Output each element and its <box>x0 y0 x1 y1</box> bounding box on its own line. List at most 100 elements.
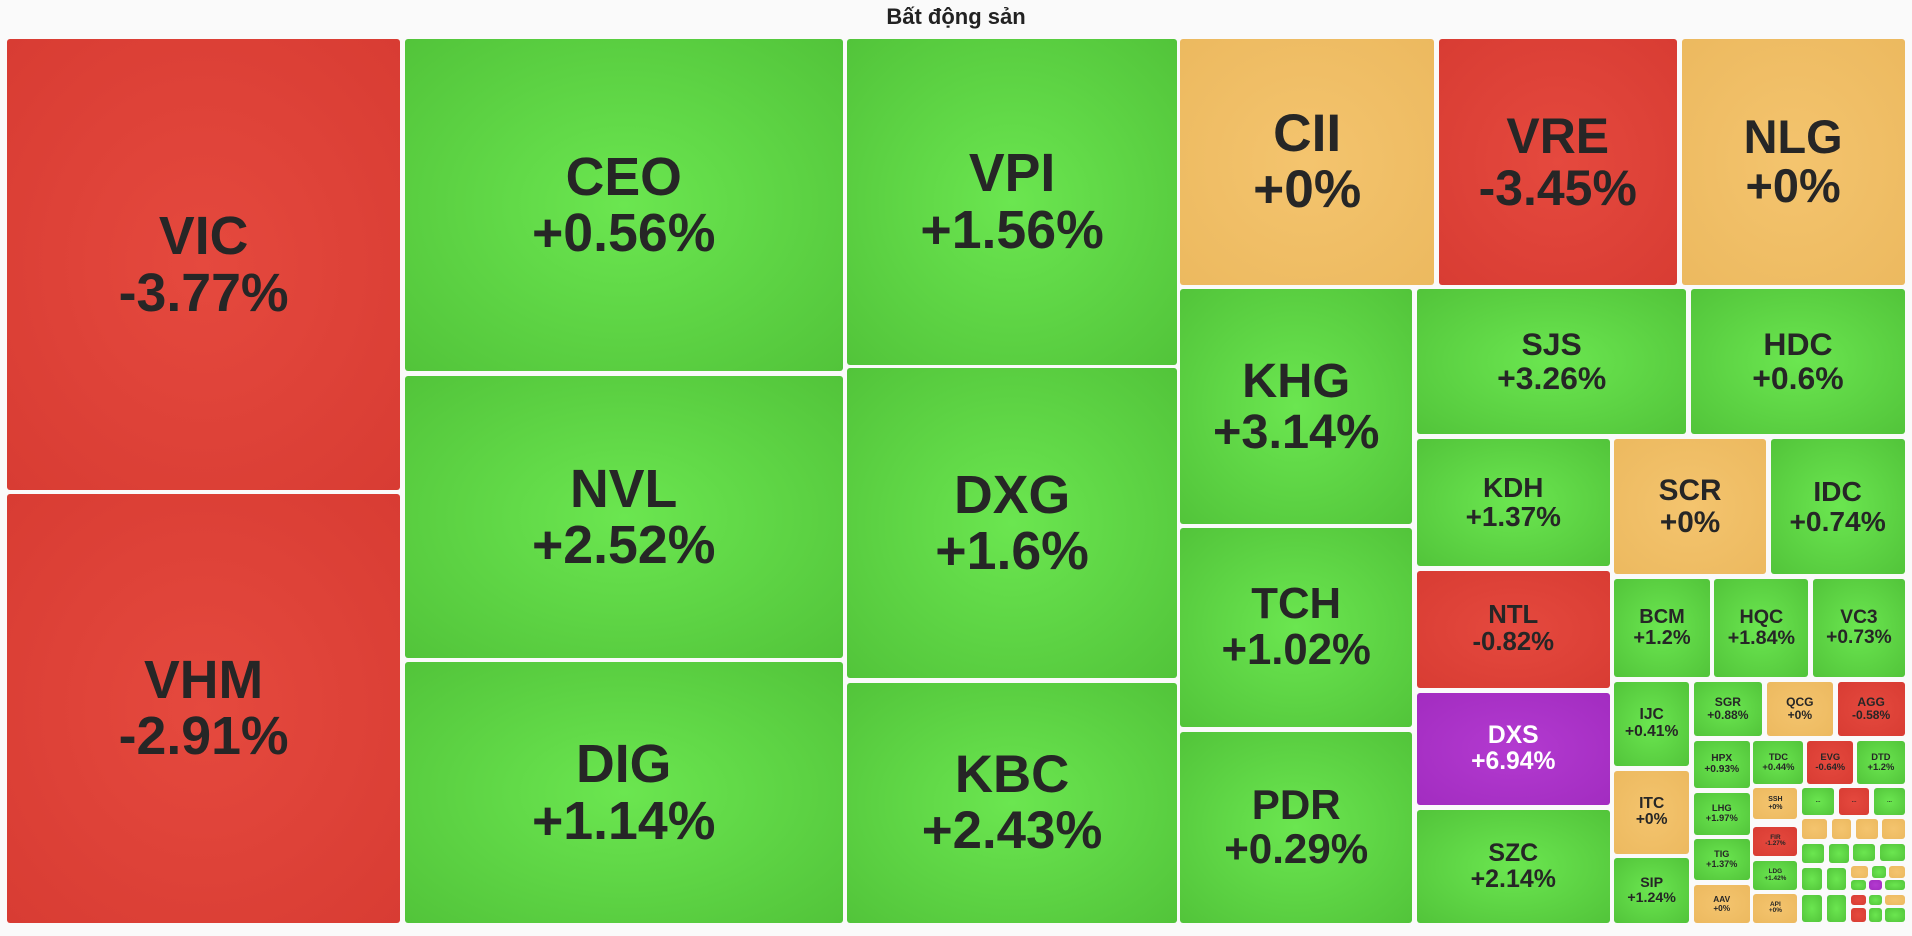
tile[interactable]: DXG +1.6% <box>847 368 1177 678</box>
tile[interactable]: HQC +1.84% <box>1714 579 1809 677</box>
change: +0% <box>1713 903 1731 914</box>
tile[interactable]: DTD +1.2% <box>1857 741 1905 785</box>
tile[interactable]: DXS +6.94% <box>1416 692 1610 805</box>
small-tile[interactable] <box>1802 895 1822 922</box>
small-tile[interactable] <box>1881 819 1905 839</box>
tile[interactable]: DIG +1.14% <box>404 662 843 924</box>
change: -3.45% <box>1478 160 1637 217</box>
small-tile[interactable] <box>1869 880 1882 891</box>
small-tile[interactable] <box>1871 865 1887 878</box>
tile[interactable]: VRE -3.45% <box>1438 39 1677 286</box>
ticker: DXS <box>1487 721 1539 749</box>
ticker: ... <box>1886 798 1892 805</box>
change: -0.64% <box>1815 761 1846 772</box>
ticker: FIR <box>1770 833 1781 841</box>
change: +2.52% <box>531 515 716 575</box>
change: -2.91% <box>118 706 289 767</box>
tile[interactable]: FIR -1.27% <box>1753 826 1798 856</box>
tile[interactable]: AGG -0.58% <box>1837 681 1905 737</box>
tile[interactable]: CII +0% <box>1180 39 1434 286</box>
small-tile[interactable] <box>1826 895 1847 922</box>
tile[interactable]: CEO +0.56% <box>404 39 843 371</box>
tile[interactable]: SCR +0% <box>1614 438 1766 575</box>
change: +1.42% <box>1764 874 1787 882</box>
tile[interactable]: HPX +0.93% <box>1693 741 1750 788</box>
tile[interactable]: QCG +0% <box>1766 681 1833 737</box>
small-tile[interactable] <box>1851 908 1866 922</box>
ticker: HPX <box>1711 752 1733 764</box>
tile[interactable]: NLG +0% <box>1681 39 1905 286</box>
small-tile[interactable] <box>1869 895 1882 905</box>
tile[interactable]: SIP +1.24% <box>1614 858 1689 924</box>
tile[interactable]: SSH +0% <box>1753 787 1798 820</box>
small-tile[interactable] <box>1851 880 1866 891</box>
ticker: VPI <box>968 143 1056 204</box>
ticker: HDC <box>1763 326 1833 363</box>
tile[interactable]: SGR +0.88% <box>1693 681 1762 737</box>
tile[interactable]: SZC +2.14% <box>1416 809 1610 924</box>
tile[interactable]: NVL +2.52% <box>404 375 843 659</box>
tile[interactable]: IDC +0.74% <box>1770 438 1905 575</box>
ticker: SIP <box>1640 874 1664 891</box>
ticker: SJS <box>1521 326 1582 363</box>
change: +1.84% <box>1727 626 1796 649</box>
tile[interactable]: HDC +0.6% <box>1691 288 1905 435</box>
small-tile[interactable] <box>1802 868 1822 891</box>
ticker: CEO <box>565 146 682 207</box>
small-tile[interactable] <box>1802 843 1825 864</box>
small-tile[interactable] <box>1831 819 1852 839</box>
change: -0.82% <box>1472 628 1555 657</box>
tile[interactable]: VC3 +0.73% <box>1813 579 1905 677</box>
small-tile[interactable] <box>1826 868 1847 891</box>
tile[interactable]: KHG +3.14% <box>1180 288 1413 525</box>
small-tile[interactable] <box>1885 880 1905 891</box>
change: +6.94% <box>1471 747 1556 775</box>
tile[interactable]: NTL -0.82% <box>1416 570 1610 688</box>
small-tile[interactable] <box>1851 895 1866 905</box>
tile[interactable]: SJS +3.26% <box>1416 288 1687 435</box>
tile[interactable]: KDH +1.37% <box>1416 438 1610 566</box>
small-tile[interactable] <box>1802 819 1827 839</box>
tile[interactable]: LHG +1.97% <box>1693 792 1750 836</box>
small-tile[interactable] <box>1869 908 1882 922</box>
tile[interactable]: TDC +0.44% <box>1753 741 1804 785</box>
small-tile[interactable] <box>1829 843 1849 864</box>
tile[interactable]: VIC -3.77% <box>7 39 400 491</box>
tile[interactable]: ... <box>1802 787 1834 815</box>
ticker: KHG <box>1242 353 1351 408</box>
tile[interactable]: ... <box>1838 787 1870 815</box>
tile[interactable]: TIG +1.37% <box>1693 838 1750 881</box>
small-tile[interactable] <box>1880 843 1905 861</box>
tile[interactable]: LDG +1.42% <box>1753 860 1798 891</box>
change: +0.41% <box>1624 722 1679 740</box>
tile[interactable]: BCM +1.2% <box>1614 579 1710 677</box>
tile[interactable]: IJC +0.41% <box>1614 681 1689 766</box>
tile[interactable]: ... <box>1874 787 1905 815</box>
tile[interactable]: PDR +0.29% <box>1180 731 1413 924</box>
ticker: SZC <box>1488 839 1539 868</box>
small-tile[interactable] <box>1851 865 1869 878</box>
small-tile[interactable] <box>1855 819 1878 839</box>
ticker: API <box>1770 900 1781 908</box>
tile[interactable]: AAV +0% <box>1693 885 1750 924</box>
change: +2.43% <box>921 800 1103 860</box>
ticker: CII <box>1273 104 1342 164</box>
tile[interactable]: ITC +0% <box>1614 770 1689 854</box>
tile[interactable]: VPI +1.56% <box>847 39 1177 365</box>
tile[interactable]: VHM -2.91% <box>7 493 400 924</box>
small-tile[interactable] <box>1885 908 1905 922</box>
tile[interactable]: TCH +1.02% <box>1180 527 1413 727</box>
tile[interactable]: EVG -0.64% <box>1807 741 1854 785</box>
change: +1.02% <box>1221 625 1371 675</box>
change: +1.24% <box>1627 889 1676 906</box>
tile[interactable]: KBC +2.43% <box>847 682 1177 924</box>
ticker: KBC <box>954 745 1070 805</box>
tile[interactable]: API +0% <box>1753 893 1798 924</box>
small-tile[interactable] <box>1853 843 1876 861</box>
change: +1.37% <box>1706 858 1738 869</box>
change: +1.14% <box>531 790 716 851</box>
small-tile[interactable] <box>1888 865 1905 878</box>
small-tile[interactable] <box>1885 895 1905 905</box>
change: +0.56% <box>531 202 716 263</box>
